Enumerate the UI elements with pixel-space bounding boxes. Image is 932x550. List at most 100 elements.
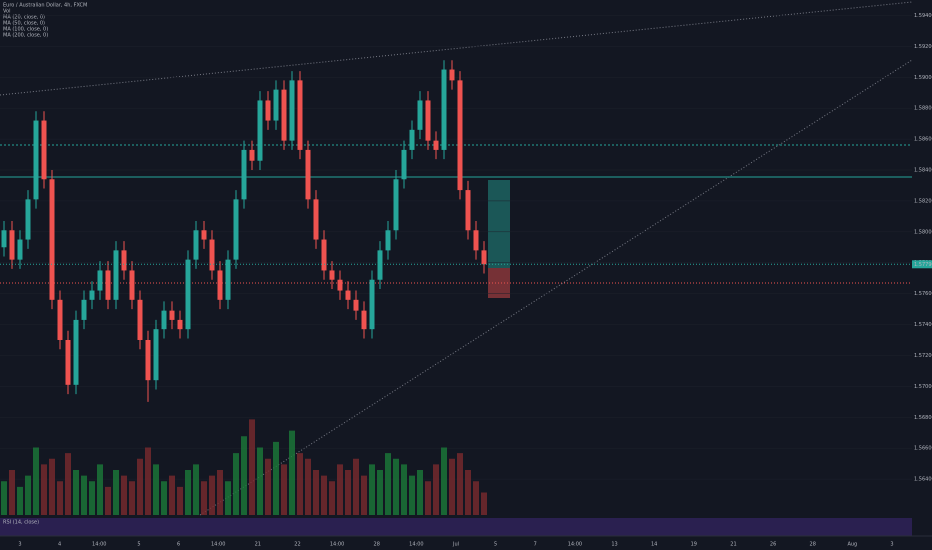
x-tick-label: 5	[137, 542, 140, 548]
candle-body	[185, 259, 191, 330]
candle-body	[409, 129, 415, 150]
volume-bar	[457, 453, 463, 515]
candle-body	[385, 230, 391, 251]
y-tick-label: 1.59000	[914, 75, 932, 81]
volume-bar	[9, 470, 15, 515]
last-price-label: 1.57790	[914, 262, 932, 268]
x-tick-label: 14:00	[409, 542, 423, 548]
volume-bar	[433, 464, 439, 515]
volume-bar	[321, 475, 327, 515]
candle-body	[433, 140, 439, 150]
x-tick-label: 14:00	[211, 542, 225, 548]
candle-body	[177, 319, 183, 330]
volume-bar	[225, 481, 231, 515]
candle-body	[113, 250, 119, 300]
volume-bar	[217, 470, 223, 515]
volume-bar	[209, 475, 215, 515]
y-tick-label: 1.57600	[914, 291, 932, 297]
x-tick-label: Aug	[847, 542, 857, 548]
candle-body	[73, 319, 79, 385]
candle-body	[425, 100, 431, 141]
candle-body	[329, 270, 335, 280]
volume-bar	[65, 453, 71, 515]
y-tick-label: 1.59200	[914, 44, 932, 50]
volume-bar	[393, 458, 399, 515]
legend-item: MA (100, close, 0)	[3, 27, 48, 33]
y-tick-label: 1.58000	[914, 229, 932, 235]
x-tick-label: 14:00	[330, 542, 344, 548]
last-price-box	[912, 260, 932, 269]
y-tick-label: 1.59400	[914, 13, 932, 19]
volume-bar	[481, 492, 487, 515]
candle-body	[337, 279, 343, 291]
volume-bar	[105, 486, 111, 515]
candle-body	[313, 199, 319, 240]
x-tick-label: 13	[611, 542, 617, 548]
volume-bar	[377, 470, 383, 515]
candle-body	[17, 239, 23, 260]
candle-body	[89, 290, 95, 300]
volume-bar	[233, 453, 239, 515]
x-tick-label: 14:00	[92, 542, 106, 548]
candle-body	[1, 230, 7, 248]
volume-bar	[409, 475, 415, 515]
candle-body	[57, 299, 63, 340]
volume-bar	[145, 447, 151, 515]
candle-body	[25, 199, 31, 240]
rsi-label: RSI (14, close)	[3, 520, 39, 526]
volume-bar	[185, 470, 191, 515]
volume-bar	[169, 475, 175, 515]
volume-bar	[49, 458, 55, 515]
candle-body	[201, 230, 207, 240]
volume-bar	[1, 481, 7, 515]
volume-bar	[273, 441, 279, 515]
candle-body	[401, 149, 407, 180]
y-tick-label: 1.58800	[914, 106, 932, 112]
candle-body	[441, 69, 447, 150]
volume-bar	[337, 464, 343, 515]
y-tick-label: 1.58600	[914, 137, 932, 143]
candle-body	[145, 340, 151, 381]
candle-body	[289, 80, 295, 141]
volume-bar	[425, 481, 431, 515]
volume-bar	[449, 458, 455, 515]
y-tick-label: 1.56800	[914, 415, 932, 421]
volume-bar	[265, 458, 271, 515]
x-tick-label: 22	[294, 542, 300, 548]
candle-body	[353, 299, 359, 311]
volume-bar	[73, 470, 79, 515]
rsi-pane	[0, 518, 912, 536]
x-tick-label: 21	[255, 542, 261, 548]
volume-bar	[17, 486, 23, 515]
candle-body	[209, 239, 215, 271]
candle-body	[393, 179, 399, 231]
volume-bar	[465, 470, 471, 515]
volume-bar	[89, 481, 95, 515]
volume-bar	[177, 486, 183, 515]
candle-body	[33, 120, 39, 200]
candle-body	[361, 310, 367, 330]
volume-bar	[201, 481, 207, 515]
volume-bar	[241, 436, 247, 515]
volume-bar	[249, 419, 255, 515]
volume-bar	[441, 447, 447, 515]
candle-body	[161, 310, 167, 330]
volume-bar	[385, 453, 391, 515]
volume-bar	[329, 481, 335, 515]
x-tick-label: 7	[534, 542, 537, 548]
volume-bar	[313, 470, 319, 515]
volume-bar	[97, 464, 103, 515]
volume-bar	[369, 464, 375, 515]
price-axis	[912, 0, 932, 550]
volume-bar	[305, 458, 311, 515]
candle-body	[345, 290, 351, 300]
y-tick-label: 1.56400	[914, 477, 932, 483]
y-tick-label: 1.57400	[914, 322, 932, 328]
x-tick-label: Jul	[452, 542, 459, 548]
candle-body	[473, 230, 479, 251]
candle-body	[273, 89, 279, 121]
long-position-stop[interactable]	[488, 268, 510, 298]
candle-body	[97, 270, 103, 291]
long-position-target[interactable]	[488, 180, 510, 268]
candle-body	[281, 89, 287, 141]
